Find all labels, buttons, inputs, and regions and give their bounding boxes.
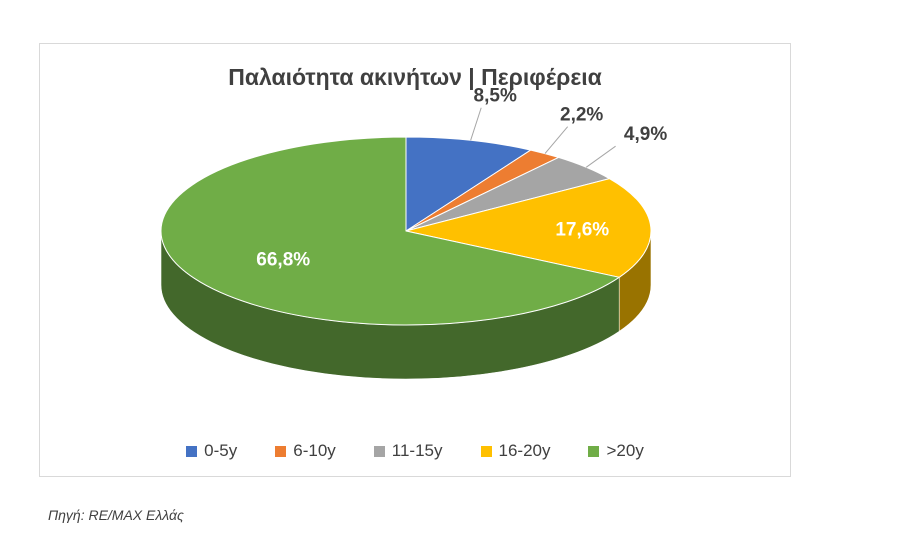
pie-slice-16-20y [405,178,652,278]
data-label-6-10y: 2,2% [560,105,603,126]
data-label-16-20y: 17,6% [555,219,609,240]
legend-item-11-15y: 11-15y [373,441,443,461]
legend-swatch [275,445,287,457]
leader-line [585,145,616,168]
legend-label: 11-15y [391,441,443,460]
source-note: Πηγή: RE/MAX Ελλάς [48,507,184,523]
leader-line [470,107,482,141]
data-label-0-5y: 8,5% [474,86,517,107]
legend-item-16-20y: 16-20y [480,441,551,461]
data-labels: 8,5% 2,2% 4,9% 17,6% 66,8% [256,86,667,271]
chart-area: Παλαιότητα ακινήτων | Περιφέρεια 8,5% 2,2… [39,43,791,477]
legend-item-over-20y: >20y [588,441,644,461]
legend-swatch [588,445,600,457]
data-label-11-15y: 4,9% [624,124,667,145]
legend-item-6-10y: 6-10y [275,441,336,461]
pie-chart: 8,5% 2,2% 4,9% 17,6% 66,8% [160,86,667,380]
legend: 0-5y 6-10y 11-15y 16-20y >20y [40,441,790,461]
pie-top [160,136,652,326]
legend-label: 0-5y [204,441,238,460]
leader-line [544,126,569,154]
pie-slice-over-20y [160,136,621,326]
data-label-over-20y: 66,8% [256,249,310,270]
legend-swatch [186,445,198,457]
legend-item-0-5y: 0-5y [186,441,237,461]
legend-label: 6-10y [293,441,336,460]
chart-title: Παλαιότητα ακινήτων | Περιφέρεια [228,64,602,90]
pie-slice-0-5y [405,136,532,232]
legend-swatch [480,445,492,457]
legend-label: 16-20y [498,441,551,460]
legend-swatch [373,445,385,457]
legend-label: >20y [606,441,644,460]
